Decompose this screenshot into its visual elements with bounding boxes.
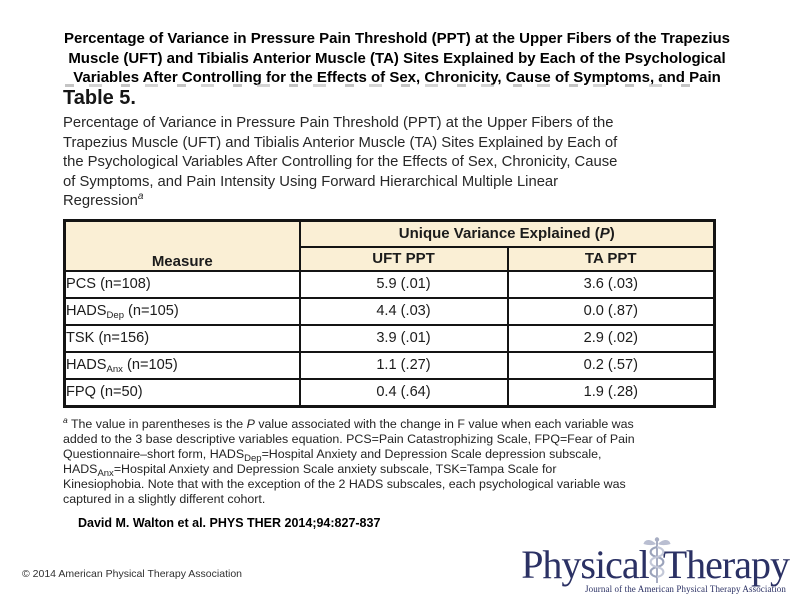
- measure-column-header: Measure: [63, 219, 301, 272]
- footnote-text: The value in parentheses is the: [67, 416, 247, 431]
- group-header-text: Unique Variance Explained (: [398, 225, 600, 243]
- measure-name: FPQ: [66, 384, 97, 401]
- measure-name: PCS: [66, 276, 97, 293]
- table-row: FPQ (n=50) 0.4 (.64) 1.9 (.28): [63, 377, 716, 408]
- measure-n: (n=108): [96, 276, 151, 293]
- footnote-line: Questionnaire–short form, HADSDep=Hospit…: [63, 446, 718, 464]
- table-subheader-row: UFT PPT TA PPT: [65, 245, 716, 272]
- caption-line: Percentage of Variance in Pressure Pain …: [63, 115, 614, 131]
- page-title-line-1: Percentage of Variance in Pressure Pain …: [63, 30, 730, 47]
- measure-n: (n=156): [94, 330, 150, 347]
- footnote-line: a The value in parentheses is the P valu…: [63, 414, 718, 432]
- group-column-header: Unique Variance Explained (P): [298, 219, 716, 248]
- measure-cell: PCS (n=108): [63, 269, 301, 299]
- footnote-line: captured in a slightly different cohort.: [63, 492, 718, 507]
- table-row: HADSAnx (n=105) 1.1 (.27) 0.2 (.57): [63, 350, 716, 380]
- measure-n: (n=50): [96, 384, 143, 401]
- results-table: Measure Unique Variance Explained (P) UF…: [63, 218, 717, 408]
- ta-ppt-value: 2.9 (.02): [506, 323, 716, 353]
- table-row: HADSDep (n=105) 4.4 (.03) 0.0 (.87): [63, 296, 716, 326]
- footnote-subscript: Anx: [97, 467, 114, 479]
- footnote-text: value associated with the change in F va…: [254, 416, 634, 431]
- caption-line: the Psychological Variables After Contro…: [63, 154, 618, 171]
- footnote-text: added to the 3 base descriptive variable…: [63, 431, 635, 446]
- uft-ppt-value: 1.1 (.27): [298, 350, 509, 380]
- measure-subscript: Anx: [106, 364, 123, 376]
- table-label: Table 5.: [63, 87, 136, 109]
- footnote-line: Kinesiophobia. Note that with the except…: [63, 477, 718, 492]
- caduceus-icon: [642, 536, 672, 592]
- footnote-italic-p: P: [246, 416, 255, 431]
- footnote-subscript: Dep: [244, 452, 262, 464]
- page-title-line-3: Variables After Controlling for the Effe…: [73, 69, 721, 86]
- uft-ppt-value: 5.9 (.01): [298, 269, 509, 299]
- ta-ppt-column-header: TA PPT: [506, 245, 716, 272]
- table-group-header-row: Measure Unique Variance Explained (P): [63, 219, 716, 272]
- journal-logo-wordmark: Physical Therapy: [521, 536, 790, 592]
- footnote-text: =Hospital Anxiety and Depression Scale d…: [261, 446, 602, 461]
- caption-line: Trapezius Muscle (UFT) and Tibialis Ante…: [63, 134, 618, 151]
- measure-n: (n=105): [123, 303, 179, 320]
- logo-word-therapy: Therapy: [662, 542, 790, 587]
- uft-ppt-value: 3.9 (.01): [298, 323, 509, 353]
- measure-cell: HADSDep (n=105): [63, 296, 301, 326]
- table-footnote: a The value in parentheses is the P valu…: [63, 414, 718, 507]
- measure-name: HADS: [66, 357, 107, 374]
- caption-last-line: Regression: [63, 193, 138, 210]
- footnote-text: Kinesiophobia. Note that with the except…: [63, 476, 626, 491]
- measure-n: (n=105): [122, 357, 178, 374]
- ta-ppt-value: 0.0 (.87): [506, 296, 716, 326]
- measure-cell: FPQ (n=50): [63, 377, 301, 408]
- journal-logo-tagline: Journal of the American Physical Therapy…: [585, 584, 786, 594]
- uft-ppt-value: 4.4 (.03): [298, 296, 509, 326]
- scan-artifact: [65, 84, 705, 87]
- footnote-marker: a: [63, 414, 68, 425]
- measure-subscript: Dep: [106, 310, 124, 322]
- group-header-italic-p: P: [599, 225, 610, 243]
- caption-line: Regressiona: [63, 192, 720, 212]
- ta-ppt-value: 0.2 (.57): [506, 350, 716, 380]
- citation: David M. Walton et al. PHYS THER 2014;94…: [78, 516, 381, 530]
- caption-footnote-marker: a: [137, 191, 144, 203]
- figure-caption: Percentage of Variance in Pressure Pain …: [63, 114, 720, 212]
- copyright-notice: © 2014 American Physical Therapy Associa…: [22, 568, 242, 580]
- page-title: Percentage of Variance in Pressure Pain …: [30, 29, 764, 88]
- measure-cell: TSK (n=156): [63, 323, 301, 353]
- logo-word-physical: Physical: [521, 542, 650, 587]
- footnote-line: HADSAnx=Hospital Anxiety and Depression …: [63, 461, 718, 479]
- journal-logo: Physical Therapy Journal of the American…: [521, 536, 790, 594]
- footnote-text: HADS: [63, 461, 98, 476]
- footnote-text: captured in a slightly different cohort.: [63, 491, 266, 506]
- figure-scan: Table 5. Percentage of Variance in Press…: [63, 84, 720, 507]
- measure-cell: HADSAnx (n=105): [63, 350, 301, 380]
- table-row: TSK (n=156) 3.9 (.01) 2.9 (.02): [63, 323, 716, 353]
- footnote-text: Questionnaire–short form, HADS: [63, 446, 245, 461]
- footnote-line: added to the 3 base descriptive variable…: [63, 432, 718, 447]
- table-row: PCS (n=108) 5.9 (.01) 3.6 (.03): [63, 269, 716, 299]
- uft-ppt-column-header: UFT PPT: [298, 245, 509, 272]
- ta-ppt-value: 3.6 (.03): [506, 269, 716, 299]
- ta-ppt-value: 1.9 (.28): [506, 377, 716, 408]
- uft-ppt-value: 0.4 (.64): [298, 377, 509, 408]
- footnote-text: =Hospital Anxiety and Depression Scale a…: [113, 461, 557, 476]
- page-title-line-2: Muscle (UFT) and Tibialis Anterior Muscl…: [68, 49, 726, 67]
- group-header-suffix: ): [609, 225, 615, 243]
- caption-line: of Symptoms, and Pain Intensity Using Fo…: [63, 173, 559, 190]
- measure-name: TSK: [66, 330, 95, 347]
- measure-name: HADS: [66, 303, 107, 320]
